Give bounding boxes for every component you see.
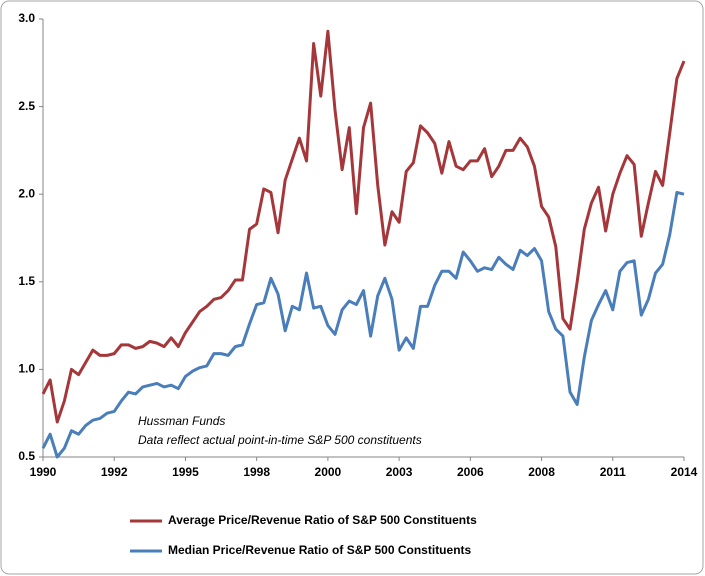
y-tick-label: 1.0	[18, 362, 35, 376]
y-tick-label: 2.0	[18, 186, 35, 200]
x-tick-label: 2008	[528, 465, 555, 479]
x-tick-label: 2000	[315, 465, 342, 479]
y-tick-label: 3.0	[18, 11, 35, 25]
x-tick-label: 2011	[600, 465, 626, 479]
x-tick-label: 1992	[101, 465, 128, 479]
legend-label: Average Price/Revenue Ratio of S&P 500 C…	[168, 513, 477, 527]
x-tick-label: 2003	[386, 465, 413, 479]
x-tick-label: 2014	[671, 465, 698, 479]
x-tick-label: 1998	[243, 465, 270, 479]
annotation: Hussman Funds	[138, 414, 225, 428]
series-line	[41, 190, 685, 459]
x-tick-label: 1995	[172, 465, 199, 479]
series-line	[41, 29, 686, 424]
x-tick-label: 1990	[30, 465, 57, 479]
x-tick-label: 2006	[457, 465, 484, 479]
y-tick-label: 0.5	[18, 449, 35, 463]
legend-label: Median Price/Revenue Ratio of S&P 500 Co…	[168, 543, 472, 557]
y-tick-label: 1.5	[18, 274, 35, 288]
annotation: Data reflect actual point-in-time S&P 50…	[138, 433, 422, 447]
y-tick-label: 2.5	[18, 99, 35, 113]
